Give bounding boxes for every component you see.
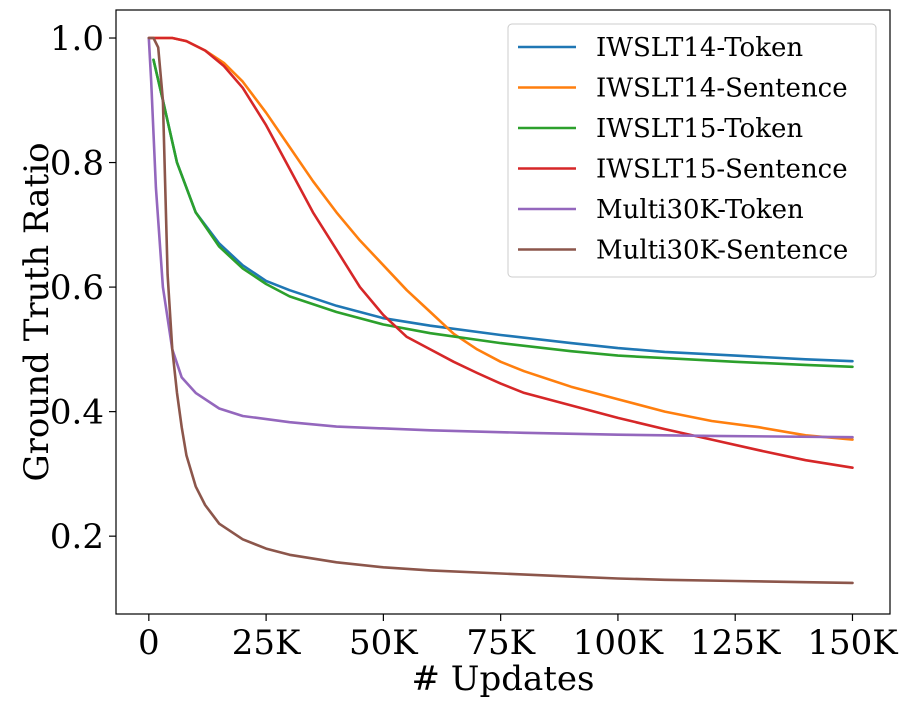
legend-label: IWSLT14-Token [596,33,803,63]
plot-frame [115,9,891,615]
y-tick-label: 0.8 [50,144,104,184]
legend-box [507,23,877,278]
x-tick-label: 75K [466,623,535,663]
y-axis-title: Ground Truth Ratio [17,142,57,481]
x-tick-label: 125K [690,623,781,663]
x-axis-title: # Updates [412,659,595,699]
y-tick-label: 0.6 [50,268,104,308]
x-tick-label: 25K [232,623,301,663]
series-line-iwslt15-token [152,58,854,369]
x-tick-label: 50K [349,623,418,663]
series-line-multi30k-sentence [147,36,854,585]
x-tick-label: 0 [138,623,160,663]
legend: IWSLT14-Token IWSLT14-Sentence IWSLT15-Tok… [507,23,877,278]
series-line-multi30k-token [147,36,854,439]
series-layer [147,36,854,585]
series-line-iwslt15-sentence [147,36,854,470]
legend-label: Multi30K-Sentence [596,236,848,266]
y-axis: 0.2 0.4 0.6 0.8 1.0 [50,19,116,557]
x-tick-label: 100K [573,623,664,663]
legend-label: IWSLT14-Sentence [596,74,848,104]
x-axis: 0 25K 50K 75K 100K 125K 150K [138,614,898,663]
y-tick-label: 0.2 [50,517,104,557]
legend-label: Multi30K-Token [596,195,804,225]
legend-label: IWSLT15-Sentence [596,155,848,185]
x-tick-label: 150K [807,623,898,663]
y-tick-label: 0.4 [50,393,104,433]
y-tick-label: 1.0 [50,19,104,59]
legend-label: IWSLT15-Token [596,114,803,144]
